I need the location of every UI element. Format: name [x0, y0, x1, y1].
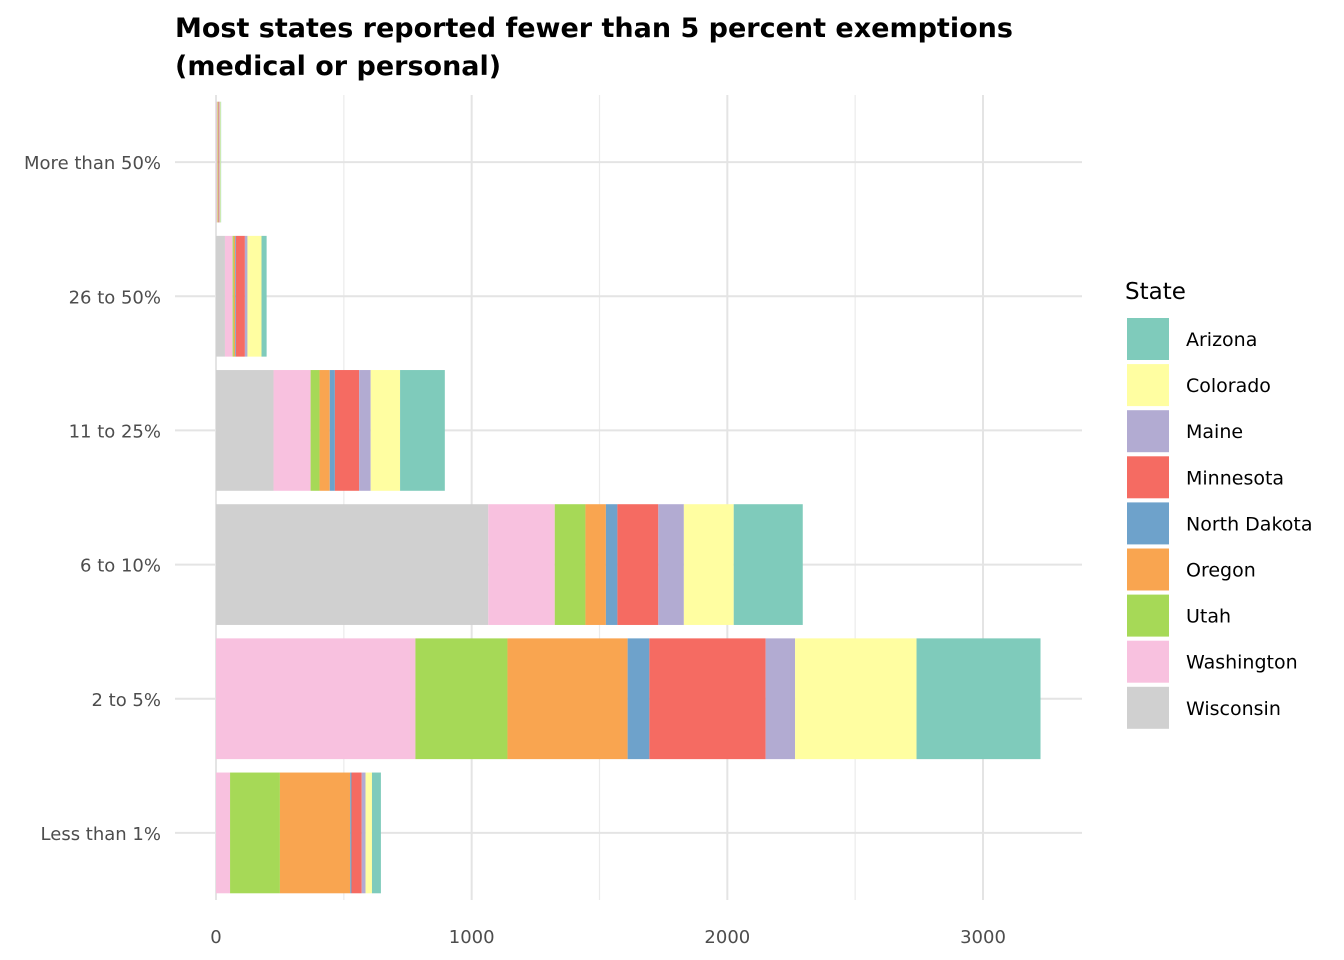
legend: State Arizona Colorado Maine Minnesota North… — [1125, 279, 1313, 729]
y-tick-label: 26 to 50% — [69, 287, 161, 308]
bar-segment-north-dakota — [605, 504, 618, 625]
bar-segment-north-dakota — [329, 370, 335, 491]
y-tick-label: Less than 1% — [41, 824, 161, 845]
bar-segment-maine — [359, 370, 371, 491]
bar-segment-oregon — [319, 370, 330, 491]
bar-segment-arizona — [916, 638, 1041, 760]
legend-label: Maine — [1186, 421, 1243, 443]
bar-segment-minnesota — [649, 638, 766, 760]
bar-segment-washington — [216, 638, 416, 760]
bar-segment-maine — [219, 101, 220, 223]
legend-swatch — [1127, 410, 1169, 453]
y-tick-label: 2 to 5% — [91, 690, 161, 711]
x-tick-label: 3000 — [960, 927, 1006, 948]
bar-segment-arizona — [220, 101, 222, 223]
bar-segment-washington — [488, 504, 555, 625]
axis-labels: More than 50% 26 to 50% 11 to 25% 6 to 10% 2… — [24, 153, 1006, 948]
bar-segment-oregon — [217, 101, 219, 223]
bar-segment-utah — [230, 772, 280, 894]
x-tick-label: 0 — [210, 927, 221, 948]
bar-segment-maine — [361, 772, 366, 894]
chart-title-line-1: Most states reported fewer than 5 percen… — [175, 13, 1013, 44]
y-tick-label: 11 to 25% — [69, 421, 161, 442]
bar-segment-oregon — [279, 772, 351, 894]
bar-segment-arizona — [733, 504, 803, 625]
bar-segment-oregon — [585, 504, 606, 625]
legend-title: State — [1125, 279, 1186, 305]
legend-label: Wisconsin — [1186, 698, 1281, 720]
bar-segment-arizona — [261, 235, 267, 357]
legend-swatch — [1127, 548, 1169, 591]
bar-segment-minnesota — [235, 235, 245, 357]
bar-segment-utah — [554, 504, 586, 625]
bar-segment-colorado — [247, 235, 262, 357]
legend-label: North Dakota — [1186, 513, 1313, 535]
x-tick-label: 1000 — [449, 927, 495, 948]
legend-swatch — [1127, 456, 1169, 499]
bar-segment-minnesota — [218, 101, 220, 223]
bar-segment-maine — [658, 504, 684, 625]
bar-segment-colorado — [683, 504, 734, 625]
x-tick-label: 2000 — [704, 927, 750, 948]
legend-label: Utah — [1186, 606, 1231, 628]
bar-segment-oregon — [233, 235, 236, 357]
legend-swatch — [1127, 318, 1169, 360]
bar-segment-colorado — [365, 772, 372, 894]
bar-segment-colorado — [370, 370, 401, 491]
bar-segment-oregon — [507, 638, 628, 760]
bar-segment-utah — [310, 370, 320, 491]
bar-segment-utah — [415, 638, 508, 760]
legend-swatch — [1127, 364, 1169, 407]
bar-segment-wisconsin — [216, 370, 274, 491]
legend-swatch — [1127, 640, 1169, 683]
bar-segment-wisconsin — [216, 504, 489, 625]
legend-label: Washington — [1186, 652, 1298, 674]
bar-segment-north-dakota — [350, 772, 352, 894]
legend-label: Arizona — [1186, 329, 1257, 351]
bar-segment-colorado — [795, 638, 917, 760]
legend-label: Minnesota — [1186, 467, 1284, 489]
bar-segment-north-dakota — [235, 235, 236, 357]
bar-segment-colorado — [219, 101, 221, 223]
bar-segment-minnesota — [617, 504, 659, 625]
chart-title-line-2: (medical or personal) — [175, 51, 501, 82]
bar-segment-utah — [232, 235, 234, 357]
legend-swatch — [1127, 502, 1169, 545]
y-tick-label: 6 to 10% — [80, 556, 161, 577]
legend-swatch — [1127, 594, 1169, 637]
bar-segment-minnesota — [334, 370, 360, 491]
bar-segment-utah — [217, 101, 218, 223]
bars — [216, 101, 1041, 894]
legend-label: Oregon — [1186, 560, 1256, 582]
bar-segment-wisconsin — [216, 235, 225, 357]
bar-segment-arizona — [371, 772, 381, 894]
bar-segment-arizona — [400, 370, 445, 491]
bar-segment-wisconsin — [216, 101, 217, 223]
bar-segment-washington — [216, 772, 231, 894]
bar-segment-minnesota — [351, 772, 362, 894]
bar-segment-maine — [244, 235, 248, 357]
bar-segment-washington — [216, 101, 218, 223]
bar-segment-washington — [224, 235, 233, 357]
bar-segment-north-dakota — [627, 638, 650, 760]
legend-label: Colorado — [1186, 375, 1271, 397]
legend-swatch — [1127, 686, 1169, 729]
y-tick-label: More than 50% — [24, 153, 161, 174]
bar-segment-maine — [765, 638, 796, 760]
bar-segment-washington — [273, 370, 311, 491]
